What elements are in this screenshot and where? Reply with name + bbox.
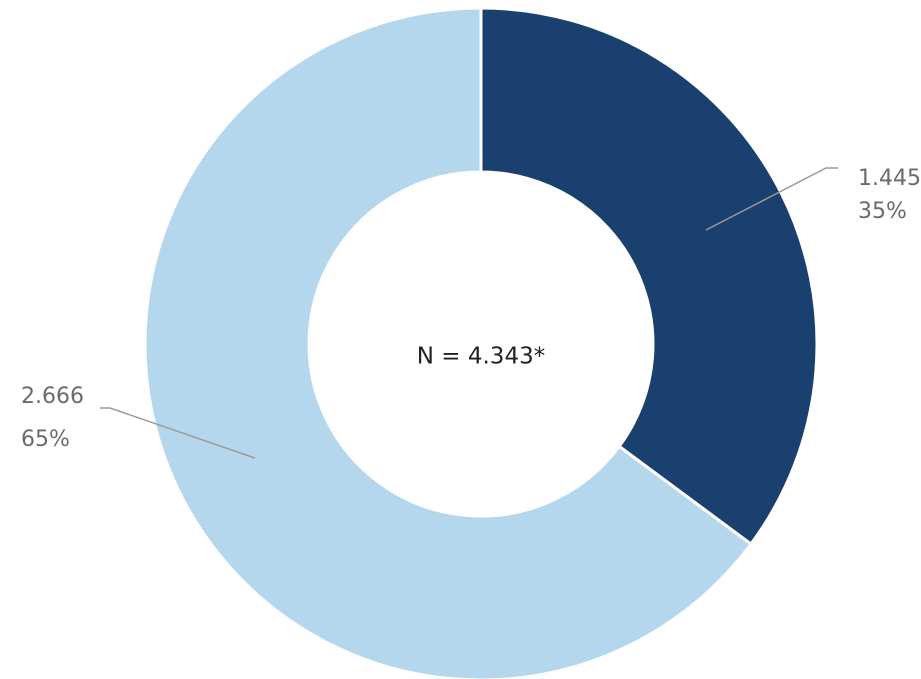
- slice-0-leader-line: [705, 167, 838, 231]
- slice-1-leader-line: [100, 407, 256, 459]
- slice-0-percent-label: 35%: [858, 199, 907, 224]
- slice-0-value-label: 1.445: [858, 166, 921, 191]
- donut-slice-0: [479, 6, 819, 547]
- donut-slices: [143, 6, 819, 679]
- center-total-label: N = 4.343*: [417, 344, 545, 370]
- donut-slice-1: [143, 6, 754, 679]
- slice-1-percent-label: 65%: [21, 427, 70, 452]
- slice-1-value-label: 2.666: [21, 384, 84, 409]
